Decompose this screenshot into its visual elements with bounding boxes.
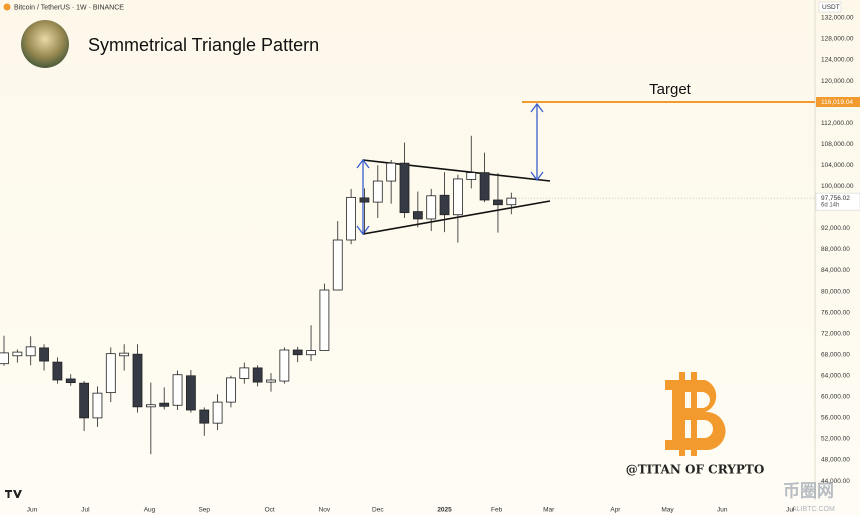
candle-body xyxy=(199,409,210,424)
x-tick-label: 2025 xyxy=(437,507,452,514)
watermark: @TITAN OF CRYPTO xyxy=(626,463,765,477)
candle-body xyxy=(226,377,236,403)
y-tick-label: 48,000.00 xyxy=(821,457,850,464)
bitcoin-logo xyxy=(665,372,726,456)
y-tick-label: 84,000.00 xyxy=(821,267,850,274)
y-tick-label: 68,000.00 xyxy=(821,351,850,358)
candle-body xyxy=(185,375,196,411)
y-tick-label: 108,000.00 xyxy=(821,141,854,148)
candle-body xyxy=(452,178,463,216)
symbol-icon xyxy=(3,3,11,11)
candle-body xyxy=(306,350,316,356)
candle-body xyxy=(212,401,223,424)
y-tick-label: 104,000.00 xyxy=(821,162,854,169)
candle-body xyxy=(12,351,23,357)
y-tick-label: 92,000.00 xyxy=(821,225,850,232)
candle-body xyxy=(145,404,156,408)
candle-body xyxy=(479,172,490,201)
header: Bitcoin / TetherUS · 1W · BINANCE xyxy=(14,4,124,11)
y-tick-label: 76,000.00 xyxy=(821,309,850,316)
x-tick-label: Dec xyxy=(372,507,384,514)
x-tick-label: Sep xyxy=(198,507,210,514)
y-tick-label: 100,000.00 xyxy=(821,183,854,190)
currency: USDT xyxy=(822,4,840,11)
y-tick-label: 80,000.00 xyxy=(821,288,850,295)
y-tick-label: 60,000.00 xyxy=(821,394,850,401)
y-tick-label: 132,000.00 xyxy=(821,15,854,22)
x-tick-label: May xyxy=(661,507,674,514)
currency-box xyxy=(818,1,842,13)
y-tick-label: 124,000.00 xyxy=(821,57,854,64)
candle-body xyxy=(239,367,250,379)
y-tick-label: 44,000.00 xyxy=(821,478,850,485)
candle-body xyxy=(92,392,103,419)
site-watermark-url: ALIBTC.COM xyxy=(792,506,835,513)
x-tick-label: Jul xyxy=(786,507,795,514)
tv-logo xyxy=(5,490,22,498)
candle-body xyxy=(25,346,36,357)
candle-body xyxy=(386,162,397,182)
x-tick-label: Jun xyxy=(717,507,728,514)
candle-body xyxy=(52,361,63,381)
y-tick-label: 56,000.00 xyxy=(821,415,850,422)
candle-body xyxy=(266,379,276,383)
candle-body xyxy=(412,211,423,220)
x-tick-label: Jul xyxy=(81,507,90,514)
x-tick-label: Jun xyxy=(27,507,38,514)
candle-body xyxy=(346,196,357,241)
candle-body xyxy=(79,382,89,419)
y-tick-label: 120,000.00 xyxy=(821,78,854,85)
price-tag-label: 116,019.04 xyxy=(821,99,853,106)
candle-body xyxy=(439,194,450,216)
candle-body xyxy=(319,289,330,351)
last-price-label: 97,756.02 xyxy=(821,195,850,202)
candle-body xyxy=(332,239,343,291)
x-tick-label: Feb xyxy=(491,507,503,514)
x-tick-label: Aug xyxy=(144,507,156,514)
candle-body xyxy=(159,402,170,407)
candle-body xyxy=(39,347,49,362)
y-tick-label: 112,000.00 xyxy=(821,120,853,127)
candle-body xyxy=(506,197,517,206)
candle-body xyxy=(105,353,116,394)
site-watermark: 币圈网 xyxy=(783,481,834,500)
candle-body xyxy=(466,172,477,180)
y-tick-label: 128,000.00 xyxy=(821,36,854,43)
candle-body xyxy=(493,199,503,206)
avatar xyxy=(21,20,69,68)
y-tick-label: 64,000.00 xyxy=(821,373,850,380)
last-price-tag xyxy=(815,192,860,211)
x-tick-label: Mar xyxy=(543,507,555,514)
candle-body xyxy=(132,353,143,408)
x-tick-label: Oct xyxy=(265,507,275,514)
candle-body xyxy=(252,367,263,383)
candle-body xyxy=(0,352,9,365)
candle-body xyxy=(119,352,130,357)
target-label: Target xyxy=(649,81,692,98)
countdown: 6d 14h xyxy=(821,203,839,209)
y-tick-label: 88,000.00 xyxy=(821,246,850,253)
y-tick-label: 52,000.00 xyxy=(821,436,850,443)
candle-body xyxy=(399,162,410,214)
candle-body xyxy=(292,349,303,356)
y-tick-label: 72,000.00 xyxy=(821,330,850,337)
candle-body xyxy=(279,349,290,382)
x-tick-label: Apr xyxy=(610,507,621,514)
chart-title: Symmetrical Triangle Pattern xyxy=(88,35,319,55)
candle-body xyxy=(65,378,76,384)
candle-body xyxy=(426,195,437,220)
candle-body xyxy=(372,180,383,203)
candle-body xyxy=(359,197,370,203)
price-tag xyxy=(816,97,860,108)
measure-arrows xyxy=(356,102,544,236)
x-tick-label: Nov xyxy=(319,507,331,514)
candle-body xyxy=(172,374,183,406)
